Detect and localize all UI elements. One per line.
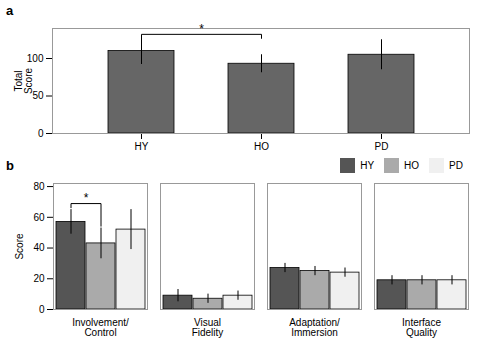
html-text:PD: PD — [449, 159, 463, 171]
html-text:HY: HY — [360, 159, 375, 171]
svg-text:PD: PD — [375, 141, 389, 152]
svg-text:VisualFidelity: VisualFidelity — [192, 317, 224, 338]
svg-text:Involvement/Control: Involvement/Control — [72, 317, 129, 338]
html-text:a: a — [6, 2, 14, 18]
svg-text:Adaptation/Immersion: Adaptation/Immersion — [289, 317, 340, 338]
svg-text:0: 0 — [39, 304, 45, 315]
svg-text:50: 50 — [32, 90, 44, 101]
svg-text:100: 100 — [27, 53, 44, 64]
html-text:b: b — [6, 157, 14, 173]
svg-text:HY: HY — [135, 141, 149, 152]
svg-text:*: * — [84, 191, 89, 205]
svg-text:80: 80 — [33, 181, 45, 192]
html-text:HO: HO — [404, 159, 420, 171]
svg-text:TotalScore: TotalScore — [13, 68, 34, 95]
svg-text:40: 40 — [33, 242, 45, 253]
svg-text:*: * — [199, 22, 204, 36]
svg-text:0: 0 — [38, 128, 44, 139]
svg-text:InterfaceQuality: InterfaceQuality — [402, 317, 441, 338]
svg-text:60: 60 — [33, 212, 45, 223]
svg-text:20: 20 — [33, 273, 45, 284]
svg-text:HO: HO — [254, 141, 269, 152]
svg-text:Score: Score — [14, 233, 25, 260]
